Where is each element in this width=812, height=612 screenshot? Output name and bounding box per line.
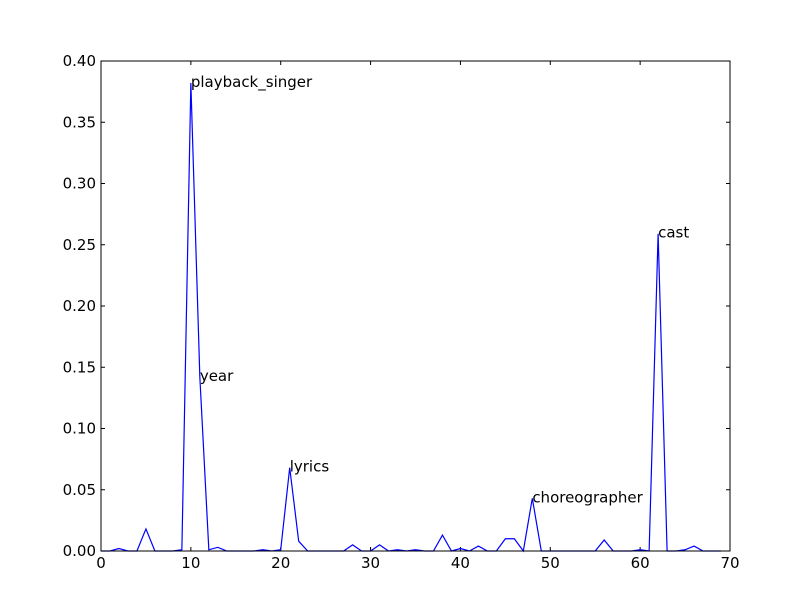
y-tick-label: 0.00 xyxy=(63,542,96,560)
y-tick-label: 0.25 xyxy=(63,236,96,254)
x-tick-label: 20 xyxy=(271,554,290,572)
annotation-label: playback_singer xyxy=(191,73,313,92)
series-line xyxy=(101,83,722,553)
x-tick-label: 60 xyxy=(631,554,650,572)
x-tick-label: 30 xyxy=(361,554,380,572)
y-tick-label: 0.40 xyxy=(63,52,96,70)
y-tick-label: 0.15 xyxy=(63,358,96,376)
x-tick-label: 10 xyxy=(181,554,200,572)
y-tick-label: 0.35 xyxy=(63,113,96,131)
annotation-label: choreographer xyxy=(532,488,643,506)
annotation-label: cast xyxy=(658,224,689,242)
plot-frame xyxy=(100,60,731,552)
y-axis: 0.00 0.05 0.10 0.15 0.20 0.25 0.30 0.35 0.40 xyxy=(63,52,730,560)
x-tick-group: 0 10 20 30 40 50 60 70 xyxy=(96,61,740,572)
y-tick-label: 0.05 xyxy=(63,481,96,499)
annotation-label: lyrics xyxy=(290,458,330,476)
x-tick-label: 70 xyxy=(720,554,739,572)
y-tick-label: 0.20 xyxy=(63,297,96,315)
series-layer xyxy=(101,83,722,553)
y-tick-label: 0.10 xyxy=(63,420,96,438)
y-tick-label: 0.30 xyxy=(63,175,96,193)
annotation-label: year xyxy=(200,367,234,385)
x-tick-label: 0 xyxy=(96,554,106,572)
y-tick-group: 0.00 0.05 0.10 0.15 0.20 0.25 0.30 0.35 0.40 xyxy=(63,52,730,560)
x-tick-label: 50 xyxy=(541,554,560,572)
x-axis: 0 10 20 30 40 50 60 70 xyxy=(96,61,740,572)
x-tick-label: 40 xyxy=(451,554,470,572)
